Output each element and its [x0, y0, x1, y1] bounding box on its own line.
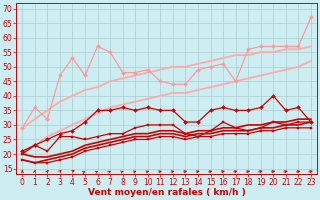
X-axis label: Vent moyen/en rafales ( km/h ): Vent moyen/en rafales ( km/h )	[88, 188, 245, 197]
